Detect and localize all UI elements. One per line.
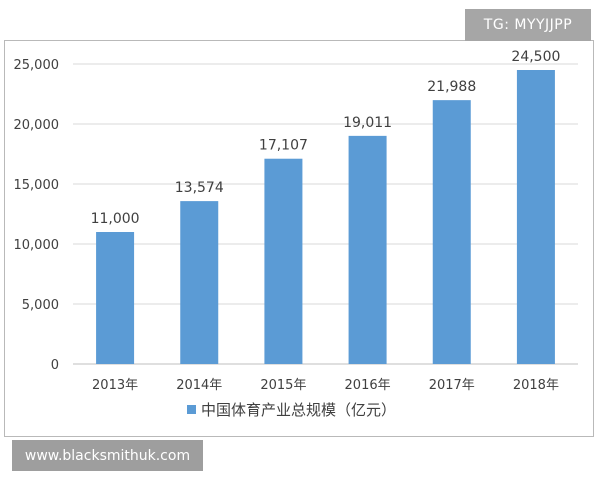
legend-swatch bbox=[187, 405, 196, 414]
data-label: 24,500 bbox=[511, 49, 560, 65]
watermark-top-right: TG: MYYJJPP bbox=[465, 9, 591, 41]
data-label: 21,988 bbox=[427, 79, 476, 95]
y-tick-label: 10,000 bbox=[14, 238, 60, 253]
data-label: 19,011 bbox=[343, 115, 392, 131]
data-label: 13,574 bbox=[175, 180, 224, 196]
y-tick-label: 5,000 bbox=[22, 298, 59, 313]
y-tick-label: 20,000 bbox=[14, 118, 60, 133]
bar bbox=[96, 232, 135, 364]
legend-label: 中国体育产业总规模（亿元） bbox=[201, 401, 396, 419]
bar bbox=[432, 100, 471, 365]
bar bbox=[264, 158, 303, 364]
x-tick-label: 2014年 bbox=[176, 378, 222, 393]
bar bbox=[180, 201, 219, 364]
x-tick-label: 2017年 bbox=[429, 378, 475, 393]
bar bbox=[348, 135, 387, 364]
watermark-url: www.blacksmithuk.com bbox=[12, 440, 203, 471]
bar bbox=[516, 70, 555, 364]
x-tick-label: 2018年 bbox=[513, 378, 559, 393]
y-tick-label: 25,000 bbox=[14, 58, 60, 73]
data-label: 17,107 bbox=[259, 138, 308, 154]
data-label: 11,000 bbox=[91, 211, 140, 227]
x-tick-label: 2015年 bbox=[260, 378, 306, 393]
x-tick-label: 2013年 bbox=[92, 378, 138, 393]
x-tick-label: 2016年 bbox=[345, 378, 391, 393]
y-tick-label: 15,000 bbox=[14, 178, 60, 193]
y-tick-label: 0 bbox=[51, 358, 59, 373]
